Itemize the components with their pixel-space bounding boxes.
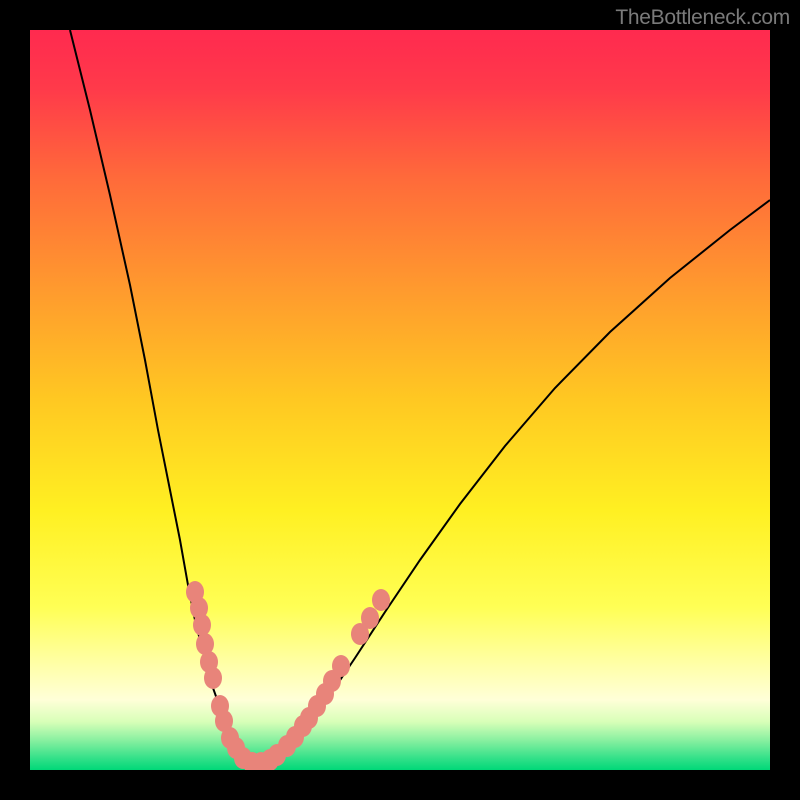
data-marker — [361, 607, 379, 629]
watermark-text: TheBottleneck.com — [615, 6, 790, 30]
plot-area — [30, 30, 770, 770]
data-marker — [372, 589, 390, 611]
chart-svg — [30, 30, 770, 770]
data-marker — [193, 614, 211, 636]
gradient-background — [30, 30, 770, 770]
data-marker — [332, 655, 350, 677]
data-marker — [204, 667, 222, 689]
